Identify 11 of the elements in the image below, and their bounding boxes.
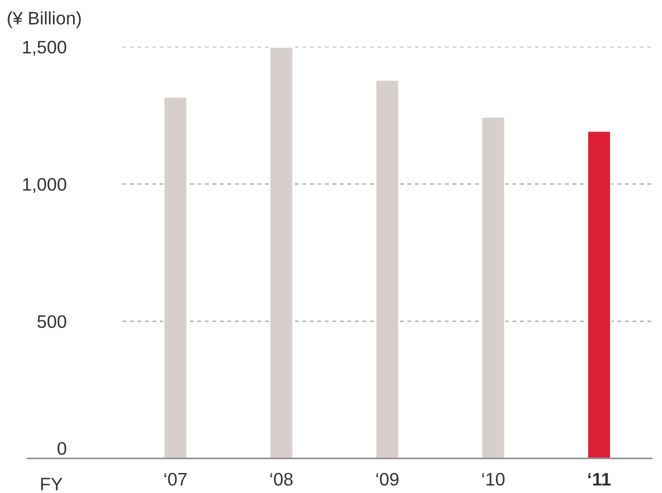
y-axis-title: (¥ Billion) [8,11,81,28]
y-tick-label: 1,500 [23,40,66,56]
y-tick-label: 500 [38,315,66,328]
x-tick-label: ‘10 [482,472,505,486]
x-axis-title: FY [41,478,62,490]
x-tick-label: ‘08 [270,472,293,486]
x-tick-label: ‘09 [376,472,398,486]
x-tick-label: ‘07 [164,472,187,486]
y-tick-label: 1,000 [23,178,66,193]
y-tick-label: 0 [58,442,66,455]
x-tick-label: ‘11 [588,473,611,486]
